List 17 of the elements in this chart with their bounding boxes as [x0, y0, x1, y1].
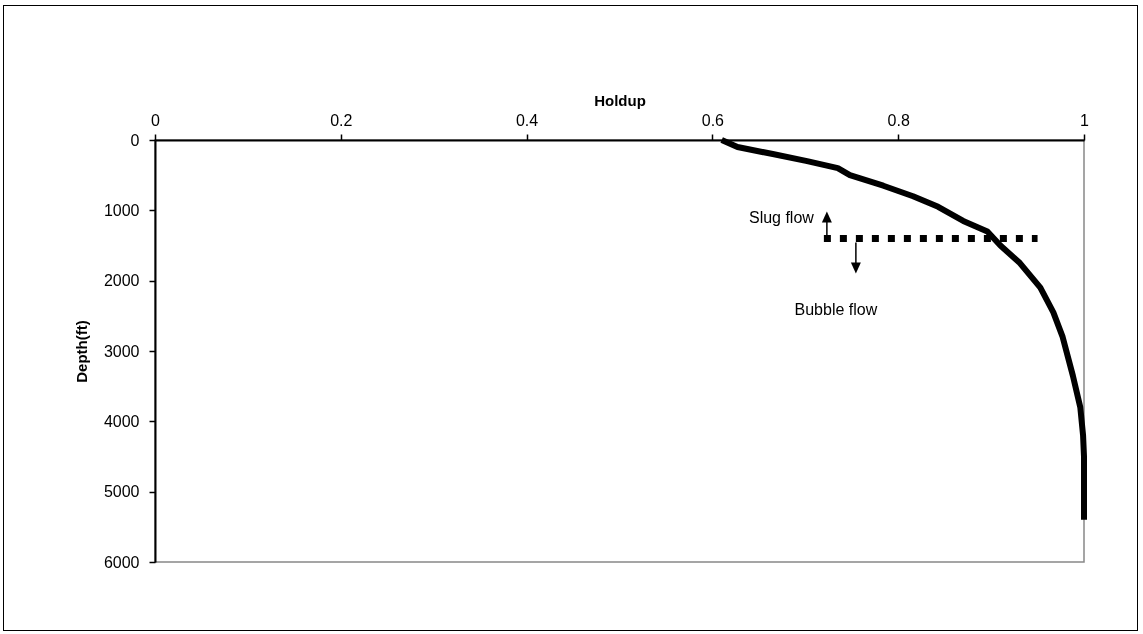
- y-axis-title: Depth(ft): [72, 320, 90, 383]
- y-tick-label: 1000: [103, 201, 140, 219]
- x-tick-label: 1: [1080, 111, 1090, 129]
- x-axis-title: Holdup: [594, 91, 646, 109]
- annotation: Slug flow: [748, 208, 815, 226]
- y-tick-label: 4000: [103, 412, 140, 430]
- x-tick-label: 0: [151, 111, 161, 129]
- y-tick-label: 2000: [103, 272, 140, 290]
- annotation: Bubble flow: [794, 300, 878, 318]
- y-tick-label: 3000: [103, 342, 140, 360]
- y-tick-label: 6000: [103, 553, 140, 571]
- x-tick-label: 0.2: [330, 111, 353, 129]
- x-tick-label: 0.4: [515, 111, 539, 129]
- y-tick-label: 5000: [103, 483, 140, 501]
- y-tick-label: 0: [130, 131, 140, 149]
- x-tick-label: 0.8: [887, 111, 910, 129]
- x-tick-label: 0.6: [701, 111, 725, 129]
